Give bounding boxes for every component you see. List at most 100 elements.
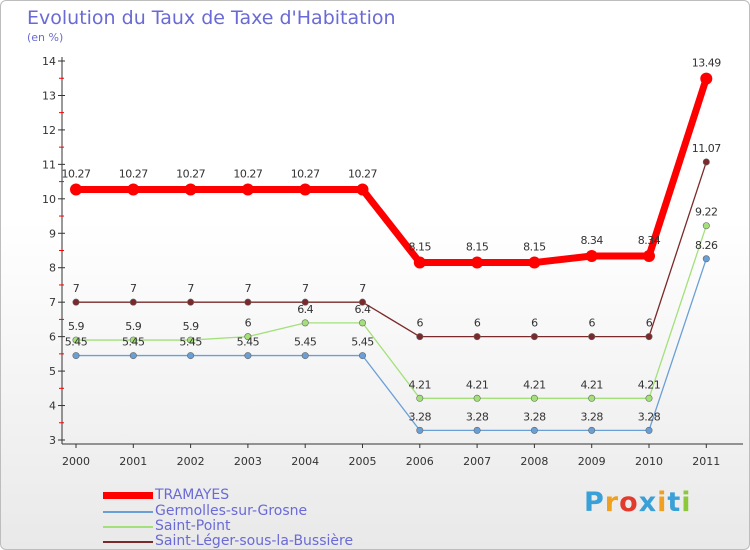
series-point-3: [129, 298, 137, 306]
legend-item-saint-leger: Saint-Léger-sous-la-Bussière: [103, 533, 403, 549]
series-point-0: [127, 183, 140, 196]
data-label: 8.26: [695, 239, 718, 252]
series-point-0: [643, 250, 655, 263]
series-point-2: [588, 394, 596, 402]
data-label: 10.27: [119, 168, 148, 181]
data-label: 7: [302, 282, 309, 295]
legend-label: Saint-Léger-sous-la-Bussière: [155, 533, 354, 549]
data-label: 8.34: [580, 234, 603, 247]
series-point-2: [473, 394, 481, 402]
series-point-0: [413, 256, 426, 269]
series-point-1: [187, 352, 195, 360]
data-label: 5.45: [294, 336, 317, 349]
data-label: 5.9: [183, 320, 199, 333]
x-tick-label: 2008: [520, 455, 548, 468]
series-point-1: [244, 352, 252, 360]
x-tick-label: 2003: [234, 455, 262, 468]
legend-label: Germolles-sur-Grosne: [155, 503, 308, 519]
data-label: 4.21: [409, 378, 432, 391]
legend-swatch-tramayes: [103, 492, 153, 499]
data-label: 6: [588, 317, 595, 330]
series-point-2: [129, 336, 137, 344]
x-tick-label: 2007: [463, 455, 491, 468]
series-point-0: [585, 250, 598, 263]
chart-title: Evolution du Taux de Taxe d'Habitation: [27, 7, 396, 29]
series-point-2: [702, 222, 710, 230]
x-tick-label: 2006: [406, 455, 434, 468]
y-tick-label: 6: [49, 331, 56, 344]
y-tick-label: 5: [49, 365, 56, 378]
logo-letter: x: [638, 487, 658, 518]
data-label: 4.21: [580, 378, 603, 391]
logo-letter: P: [584, 487, 605, 518]
legend-swatch-germolles: [103, 511, 153, 513]
series-point-2: [72, 336, 80, 344]
series-point-3: [244, 298, 252, 306]
y-tick-label: 8: [49, 262, 56, 275]
logo-letter: i: [657, 487, 668, 518]
data-label: 7: [130, 282, 137, 295]
y-tick-label: 12: [42, 124, 56, 137]
series-point-2: [358, 319, 366, 327]
data-label: 7: [73, 282, 80, 295]
x-tick-label: 2011: [692, 455, 720, 468]
legend-label: TRAMAYES: [155, 487, 230, 503]
data-label: 3.28: [580, 410, 603, 423]
series-point-2: [645, 394, 653, 402]
x-tick-label: 2010: [635, 455, 663, 468]
y-tick-label: 13: [42, 89, 56, 102]
data-label: 8.15: [523, 241, 546, 254]
series-point-3: [588, 333, 596, 341]
logo-letter: i: [681, 487, 692, 518]
data-label: 6: [531, 317, 538, 330]
legend-item-saint-point: Saint-Point: [103, 518, 403, 534]
series-line-2: [76, 225, 707, 399]
data-label: 10.27: [62, 168, 91, 181]
series-point-0: [241, 183, 254, 196]
data-label: 4.21: [638, 378, 661, 391]
data-label: 5.9: [68, 320, 84, 333]
data-label: 5.45: [122, 336, 145, 349]
logo-letter: t: [667, 487, 682, 518]
y-tick-label: 9: [49, 227, 56, 240]
series-point-3: [530, 333, 538, 341]
series-point-3: [416, 333, 424, 341]
data-label: 7: [245, 282, 252, 295]
series-point-1: [301, 352, 309, 360]
data-label: 11.07: [692, 142, 721, 155]
series-line-1: [76, 258, 707, 432]
series-point-2: [530, 394, 538, 402]
series-point-3: [702, 158, 710, 166]
x-tick-label: 2004: [291, 455, 319, 468]
data-label: 7: [359, 282, 366, 295]
data-label: 10.27: [348, 168, 377, 181]
series-point-0: [700, 72, 713, 85]
data-label: 3.28: [409, 410, 432, 423]
data-label: 4.21: [466, 378, 489, 391]
data-label: 9.22: [695, 206, 718, 219]
data-label: 6: [417, 317, 424, 330]
y-tick-label: 11: [42, 158, 56, 171]
series-point-2: [416, 394, 424, 402]
series-line-0: [76, 77, 710, 267]
series-point-1: [530, 426, 538, 434]
series-point-0: [299, 183, 312, 196]
series-point-1: [588, 426, 596, 434]
data-label: 5.45: [179, 336, 202, 349]
data-label: 7: [187, 282, 194, 295]
legend-item-germolles: Germolles-sur-Grosne: [103, 503, 403, 519]
data-label: 8.15: [466, 241, 489, 254]
data-label: 10.27: [176, 168, 205, 181]
series-point-1: [702, 255, 710, 263]
series-point-3: [72, 298, 80, 306]
data-label: 3.28: [466, 410, 489, 423]
legend-swatch-saint-leger: [103, 541, 153, 543]
series-point-1: [72, 352, 80, 360]
data-label: 4.21: [523, 378, 546, 391]
legend-swatch-saint-point: [103, 526, 153, 528]
y-tick-label: 4: [49, 400, 56, 413]
y-tick-label: 10: [42, 193, 56, 206]
data-label: 6.4: [355, 303, 371, 316]
